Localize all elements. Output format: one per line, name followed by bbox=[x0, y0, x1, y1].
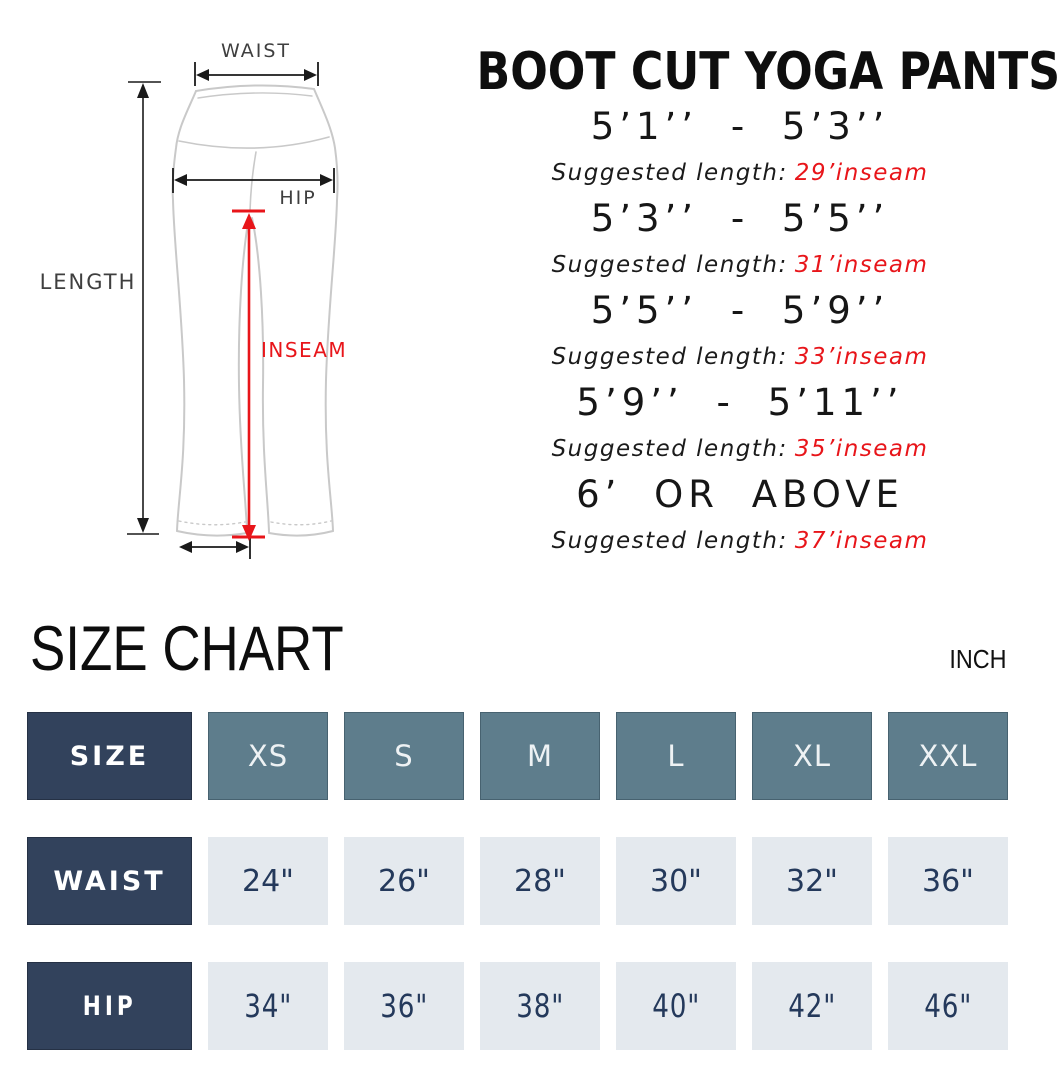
hip-value-s: 36" bbox=[344, 962, 464, 1050]
hip-value-m: 38" bbox=[480, 962, 600, 1050]
row-label-size: SIZE bbox=[27, 712, 192, 800]
height-range: 5’5’’ - 5’9’’ bbox=[590, 289, 890, 332]
suggested-length-label: Suggested length: bbox=[551, 160, 788, 186]
suggested-length-label: Suggested length: bbox=[551, 436, 788, 462]
size-col-header-xl: XL bbox=[752, 712, 872, 800]
size-col-header-s: S bbox=[344, 712, 464, 800]
inseam-dimension-arrow bbox=[232, 209, 265, 541]
size-chart-title: SIZE CHART bbox=[30, 614, 344, 684]
suggested-length: Suggested length: 31’inseam bbox=[430, 242, 1050, 288]
pants-measurement-diagram: WAIST HIP LENGTH INSEAM bbox=[40, 40, 347, 559]
hip-value-l: 40" bbox=[616, 962, 736, 1050]
waist-dimension-arrow bbox=[194, 62, 319, 86]
size-col-header-m: M bbox=[480, 712, 600, 800]
suggested-length: Suggested length: 35’inseam bbox=[430, 426, 1050, 472]
row-label-hip-text: HIP bbox=[82, 990, 137, 1022]
suggested-length-value: 35’inseam bbox=[794, 436, 929, 462]
hip-value-xl: 42" bbox=[752, 962, 872, 1050]
waist-value-xxl: 36" bbox=[888, 837, 1008, 925]
waist-value-xl: 32" bbox=[752, 837, 872, 925]
size-col-header-xs: XS bbox=[208, 712, 328, 800]
suggested-length-value: 31’inseam bbox=[794, 252, 929, 278]
product-title: BOOT CUT YOGA PANTS bbox=[476, 42, 1061, 102]
waist-value-m: 28" bbox=[480, 837, 600, 925]
height-guide: BOOT CUT YOGA PANTS 5’1’’ - 5’3’’ Sugges… bbox=[430, 42, 1061, 564]
unit-label: INCH bbox=[949, 644, 1007, 674]
hip-value-xs: 34" bbox=[208, 962, 328, 1050]
suggested-length-value: 37’inseam bbox=[794, 528, 929, 554]
height-range: 5’1’’ - 5’3’’ bbox=[590, 105, 890, 148]
suggested-length-label: Suggested length: bbox=[551, 528, 788, 554]
waist-value-s: 26" bbox=[344, 837, 464, 925]
waist-value-xs: 24" bbox=[208, 837, 328, 925]
length-dimension-arrow bbox=[127, 81, 161, 535]
size-chart-table: SIZE XS S M L XL XXL WAIST 24" 26" 28" 3… bbox=[27, 712, 1008, 1050]
height-range: 5’9’’ - 5’11’’ bbox=[576, 381, 904, 424]
hip-label: HIP bbox=[279, 187, 316, 209]
height-range: 5’3’’ - 5’5’’ bbox=[590, 197, 890, 240]
suggested-length-label: Suggested length: bbox=[551, 344, 788, 370]
suggested-length: Suggested length: 37’inseam bbox=[430, 518, 1050, 564]
height-range: 6’ OR ABOVE bbox=[576, 473, 904, 516]
size-col-header-l: L bbox=[616, 712, 736, 800]
row-label-waist: WAIST bbox=[27, 837, 192, 925]
suggested-length-value: 33’inseam bbox=[794, 344, 929, 370]
length-label: LENGTH bbox=[40, 270, 137, 294]
inseam-label: INSEAM bbox=[261, 338, 347, 362]
suggested-length: Suggested length: 29’inseam bbox=[430, 150, 1050, 196]
hip-value-xxl: 46" bbox=[888, 962, 1008, 1050]
hip-dimension-arrow bbox=[172, 168, 335, 193]
size-col-header-xxl: XXL bbox=[888, 712, 1008, 800]
suggested-length-value: 29’inseam bbox=[794, 160, 929, 186]
waist-value-l: 30" bbox=[616, 837, 736, 925]
pants-outline bbox=[171, 84, 339, 537]
row-label-hip: HIP bbox=[27, 962, 192, 1050]
waist-label: WAIST bbox=[221, 40, 291, 62]
suggested-length: Suggested length: 33’inseam bbox=[430, 334, 1050, 380]
suggested-length-label: Suggested length: bbox=[551, 252, 788, 278]
